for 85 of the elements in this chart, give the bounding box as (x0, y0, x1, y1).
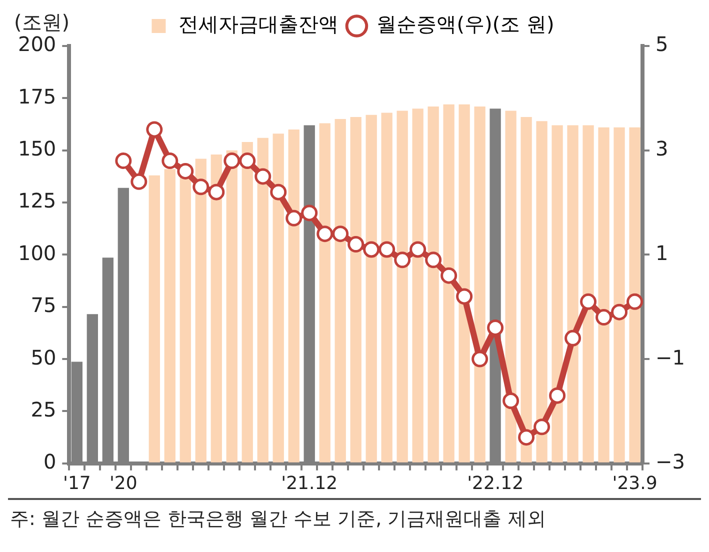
bar (272, 134, 284, 462)
bar (443, 104, 454, 462)
y2-tick-label: −1 (656, 345, 685, 370)
bar (520, 116, 532, 462)
bar (428, 106, 439, 462)
bar (536, 121, 548, 462)
bar (614, 127, 625, 462)
y-tick-label: 125 (18, 188, 56, 213)
bar (257, 138, 268, 462)
point (487, 319, 504, 336)
point (440, 267, 458, 284)
point (115, 152, 132, 170)
point (611, 304, 628, 320)
bar (350, 116, 362, 462)
bar (226, 150, 238, 462)
bar (334, 119, 346, 462)
bar (552, 125, 563, 462)
point (254, 168, 272, 185)
x-tick-label: '20 (109, 472, 138, 494)
y-tick-label: 175 (18, 84, 56, 108)
point (316, 226, 334, 242)
point (270, 184, 287, 200)
point (208, 184, 225, 200)
y-axis-title: (조원) (14, 10, 70, 34)
text: 주: 월간 순증액은 한국은행 월간 수보 기준, 기금재원대출 제외 (8, 498, 701, 538)
point (224, 152, 240, 170)
y-tick-label: 150 (18, 136, 56, 161)
point (286, 210, 302, 226)
legend-label: 월순증액(우)(조 원) (376, 12, 554, 36)
point (177, 162, 194, 180)
point (456, 288, 473, 305)
point (130, 173, 148, 190)
bar (474, 106, 486, 462)
bar (582, 125, 594, 462)
bar (164, 169, 176, 462)
bar (412, 108, 424, 462)
y2-tick-label: 5 (656, 32, 668, 56)
point (363, 241, 380, 258)
bar (505, 110, 516, 462)
bar (396, 110, 408, 462)
point (596, 309, 612, 326)
bar (458, 104, 470, 462)
bar (210, 154, 222, 462)
point (580, 293, 597, 310)
point (564, 330, 582, 346)
bar (567, 125, 578, 462)
y-tick-label: 200 (18, 32, 56, 56)
point (549, 387, 566, 404)
y2-tick-label: −3 (656, 450, 685, 474)
bar (366, 114, 377, 462)
y-tick-label: 50 (30, 345, 56, 370)
point (239, 152, 256, 170)
bar (242, 142, 253, 462)
y-tick-label: 100 (18, 240, 56, 265)
bar (598, 127, 610, 462)
point (332, 226, 349, 242)
point (425, 252, 442, 268)
point (410, 241, 426, 258)
point (626, 293, 644, 310)
bar (195, 158, 206, 462)
point (146, 121, 163, 138)
x-tick-label: '21.12 (281, 472, 338, 494)
y2-tick-label: 1 (656, 240, 668, 265)
point (162, 152, 178, 170)
point (301, 204, 318, 222)
y-tick-label: 75 (30, 293, 56, 318)
x-tick-label: '22.12 (467, 472, 524, 494)
point (472, 350, 488, 368)
point (518, 429, 535, 446)
y-tick-label: 25 (30, 397, 56, 422)
legend-label: 전세자금대출잔액 (178, 12, 339, 36)
point (502, 392, 520, 410)
point (348, 236, 364, 253)
point (534, 418, 550, 436)
x-tick-label: '17 (62, 472, 91, 494)
y-tick-label: 0 (43, 450, 56, 474)
point (394, 252, 411, 268)
x-tick-label: '23.9 (612, 472, 658, 494)
point (378, 241, 396, 258)
bar (288, 129, 300, 462)
bar (381, 112, 392, 462)
bar (319, 123, 330, 462)
bar (148, 175, 160, 462)
point (192, 178, 210, 196)
y2-tick-label: 3 (656, 136, 668, 161)
